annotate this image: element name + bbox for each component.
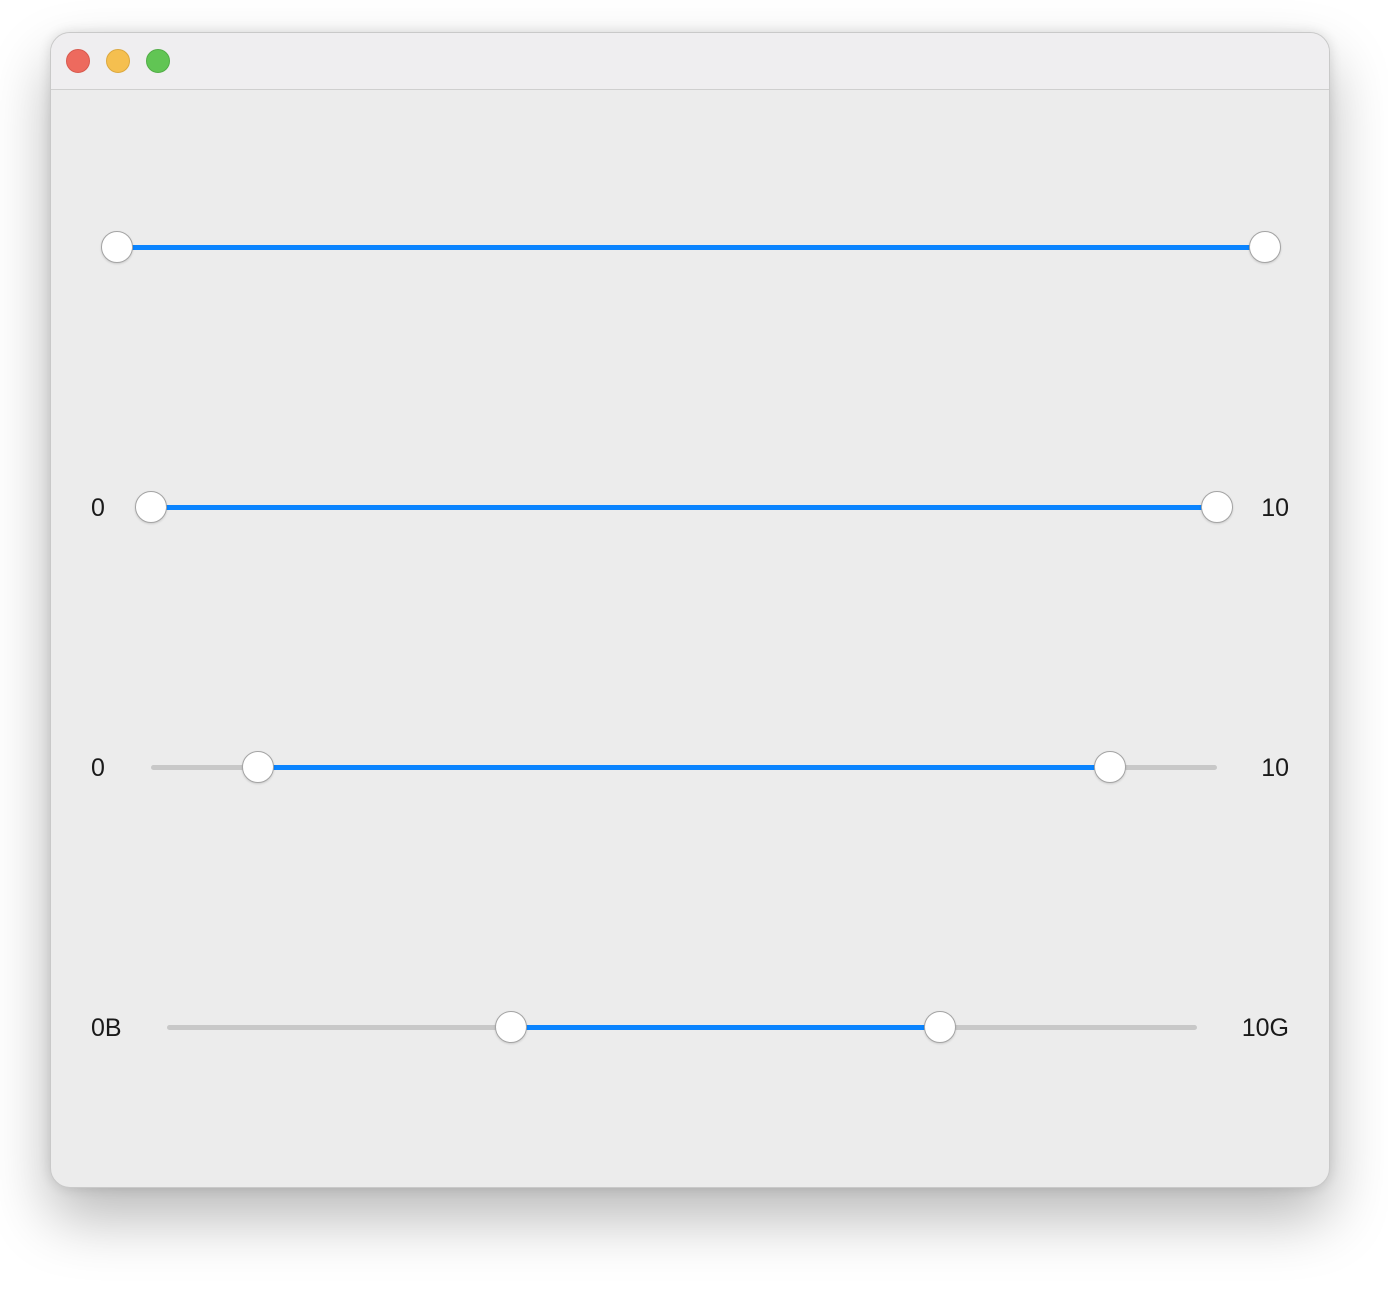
slider-range-fill <box>511 1025 940 1030</box>
app-window: 0 10 0 10 0B 10 <box>50 32 1330 1188</box>
slider-track[interactable] <box>135 491 1233 523</box>
range-slider-4: 0B 10G <box>51 1008 1329 1048</box>
slider-range-fill <box>117 245 1265 250</box>
minimize-window-button[interactable] <box>106 49 130 73</box>
slider-low-handle[interactable] <box>101 231 133 263</box>
slider-low-handle[interactable] <box>135 491 167 523</box>
title-bar <box>51 33 1329 90</box>
slider-max-label: 10G <box>1241 1014 1289 1042</box>
zoom-window-button[interactable] <box>146 49 170 73</box>
slider-low-handle[interactable] <box>495 1011 528 1043</box>
slider-low-handle[interactable] <box>241 751 274 783</box>
content-area: 0 10 0 10 0B 10 <box>51 90 1329 1187</box>
slider-track[interactable] <box>151 751 1217 783</box>
slider-track[interactable] <box>167 1011 1197 1043</box>
range-slider-3: 0 10 <box>51 748 1329 788</box>
slider-min-label: 0 <box>91 494 105 522</box>
slider-min-label: 0 <box>91 754 105 782</box>
range-slider-1 <box>51 228 1329 268</box>
slider-high-handle[interactable] <box>1094 751 1127 783</box>
slider-min-label: 0B <box>91 1014 122 1042</box>
range-slider-2: 0 10 <box>51 488 1329 528</box>
slider-max-label: 10 <box>1261 754 1289 782</box>
close-window-button[interactable] <box>66 49 90 73</box>
slider-high-handle[interactable] <box>1249 231 1281 263</box>
slider-range-fill <box>257 765 1111 770</box>
slider-high-handle[interactable] <box>923 1011 956 1043</box>
slider-high-handle[interactable] <box>1201 491 1233 523</box>
slider-max-label: 10 <box>1261 494 1289 522</box>
slider-track[interactable] <box>101 231 1281 263</box>
slider-range-fill <box>151 505 1217 510</box>
